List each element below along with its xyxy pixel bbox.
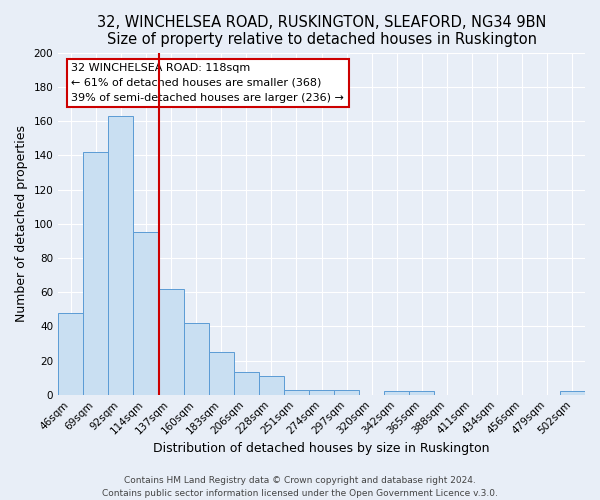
- Bar: [109, 116, 133, 394]
- Bar: [560, 392, 585, 394]
- Bar: [83, 152, 109, 394]
- Text: Contains HM Land Registry data © Crown copyright and database right 2024.
Contai: Contains HM Land Registry data © Crown c…: [102, 476, 498, 498]
- Bar: [234, 372, 259, 394]
- Bar: [334, 390, 359, 394]
- Bar: [209, 352, 234, 395]
- Bar: [284, 390, 309, 394]
- Bar: [58, 312, 83, 394]
- Bar: [184, 323, 209, 394]
- Text: 32 WINCHELSEA ROAD: 118sqm
← 61% of detached houses are smaller (368)
39% of sem: 32 WINCHELSEA ROAD: 118sqm ← 61% of deta…: [71, 63, 344, 102]
- Bar: [259, 376, 284, 394]
- Bar: [133, 232, 158, 394]
- Bar: [409, 392, 434, 394]
- Title: 32, WINCHELSEA ROAD, RUSKINGTON, SLEAFORD, NG34 9BN
Size of property relative to: 32, WINCHELSEA ROAD, RUSKINGTON, SLEAFOR…: [97, 15, 546, 48]
- Bar: [385, 392, 409, 394]
- Bar: [309, 390, 334, 394]
- Bar: [158, 288, 184, 395]
- Y-axis label: Number of detached properties: Number of detached properties: [15, 125, 28, 322]
- X-axis label: Distribution of detached houses by size in Ruskington: Distribution of detached houses by size …: [154, 442, 490, 455]
